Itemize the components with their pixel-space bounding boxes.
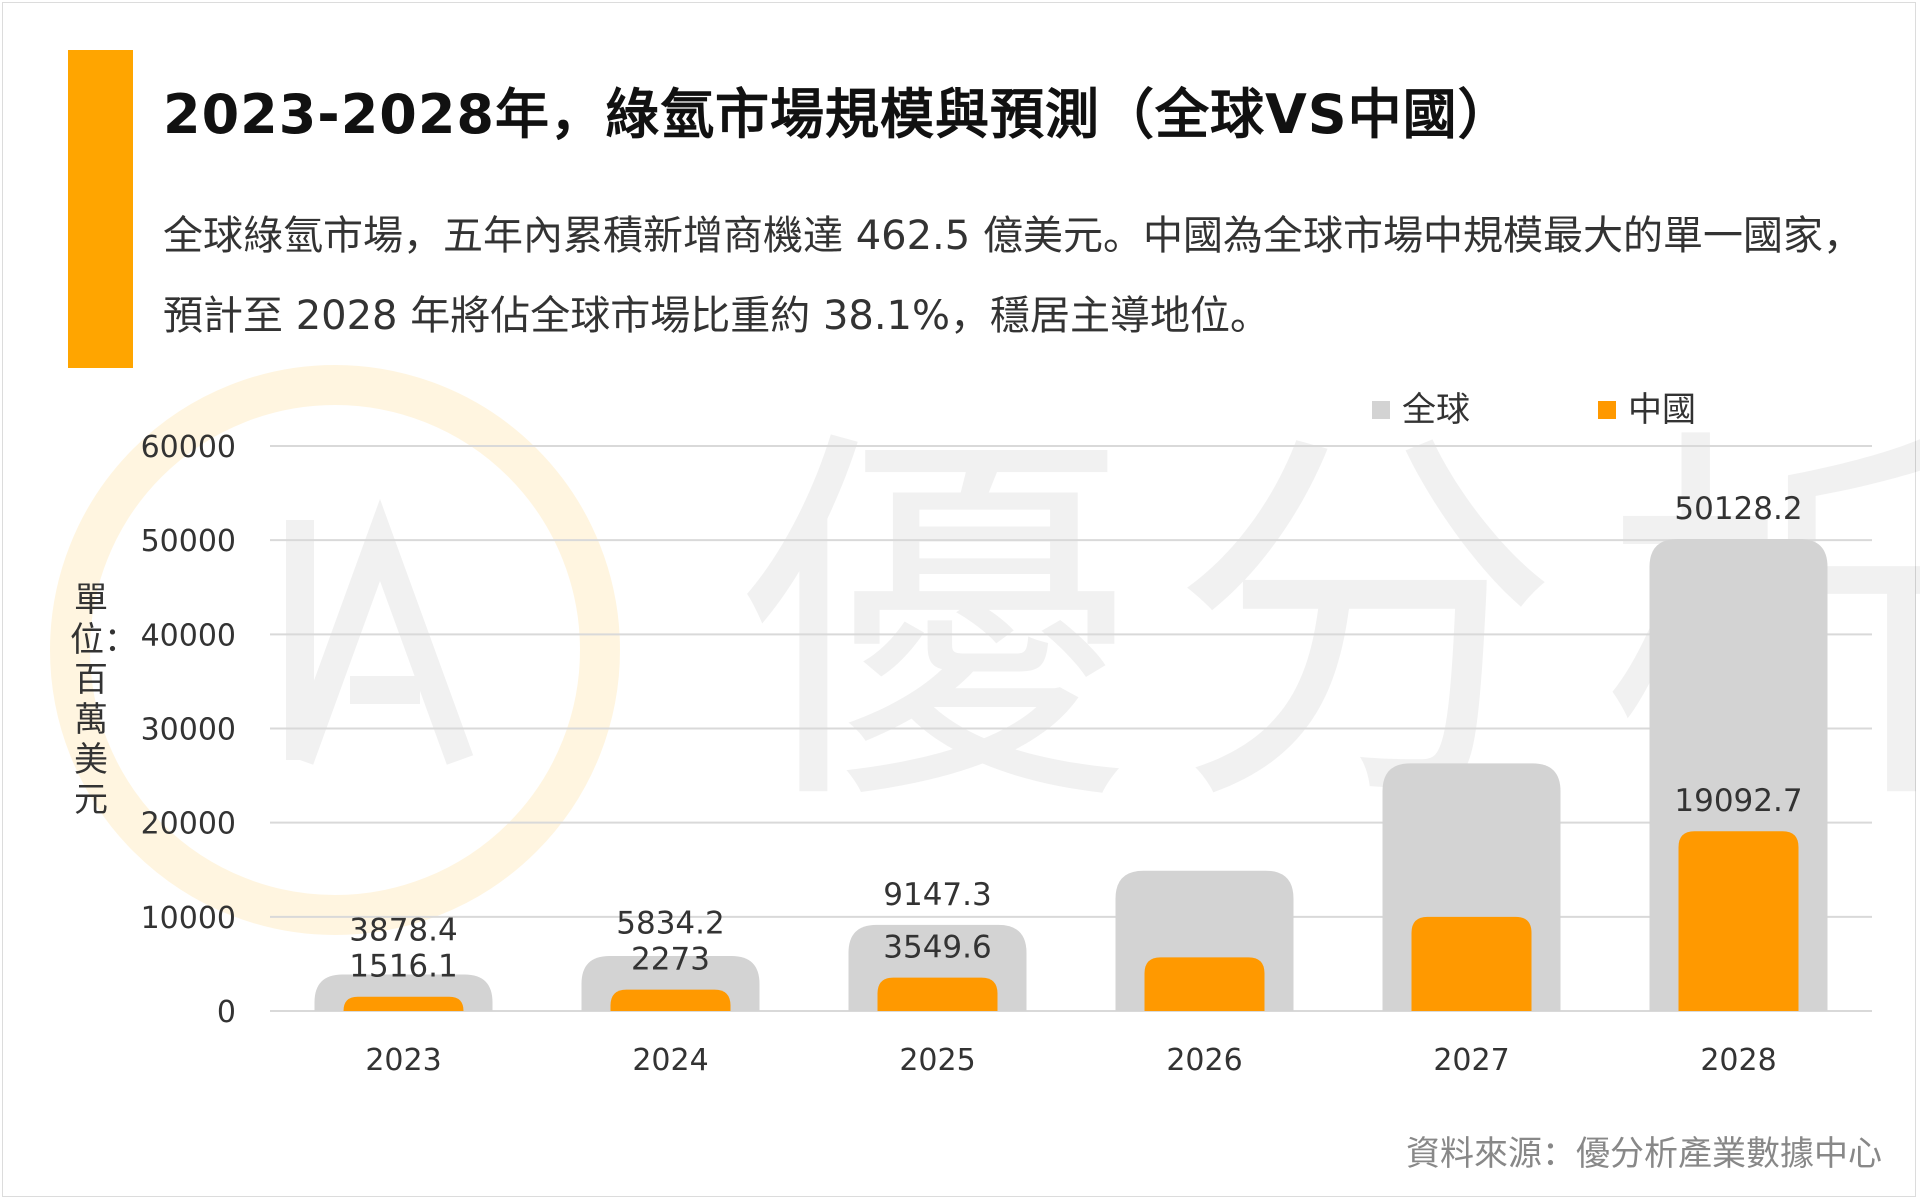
bar-china — [343, 996, 464, 1011]
data-label-global: 3878.4 — [349, 913, 457, 949]
title-accent-bar — [68, 50, 133, 368]
data-label-global: 5834.2 — [616, 906, 724, 942]
source-note: 資料來源：優分析產業數據中心 — [1406, 1134, 1882, 1174]
x-tick-label: 2024 — [632, 1043, 708, 1078]
legend-label-china: 中國 — [1628, 390, 1696, 430]
chart-title: 2023-2028年，綠氫市場規模與預測（全球VS中國） — [163, 83, 1513, 146]
x-tick-label: 2027 — [1433, 1043, 1509, 1078]
y-tick-label: 10000 — [141, 901, 236, 936]
bar-china — [1411, 916, 1532, 1011]
x-tick-label: 2025 — [899, 1043, 975, 1078]
y-tick-label: 0 — [217, 995, 236, 1030]
x-tick-label: 2028 — [1700, 1043, 1776, 1078]
data-label-china: 19092.7 — [1674, 783, 1802, 819]
data-label-global: 50128.2 — [1674, 491, 1802, 527]
x-tick-label: 2023 — [365, 1043, 441, 1078]
y-tick-label: 60000 — [141, 430, 236, 465]
bar-china — [1678, 831, 1799, 1011]
bar-china — [610, 989, 731, 1011]
bar-china — [1144, 957, 1265, 1011]
data-label-china: 1516.1 — [349, 949, 457, 985]
x-tick-label: 2026 — [1166, 1043, 1242, 1078]
chart-subtitle: 全球綠氫市場，五年內累積新增商機達 462.5 億美元。中國為全球市場中規模最大… — [163, 213, 1863, 339]
data-label-china: 3549.6 — [883, 930, 991, 966]
legend-swatch-global — [1372, 401, 1390, 419]
y-tick-label: 50000 — [141, 524, 236, 559]
legend-swatch-china — [1598, 401, 1616, 419]
legend-label-global: 全球 — [1402, 390, 1470, 430]
y-tick-label: 30000 — [141, 713, 236, 748]
data-label-china: 2273 — [631, 942, 710, 978]
data-label-global: 9147.3 — [883, 877, 991, 913]
y-tick-label: 40000 — [141, 618, 236, 653]
bar-china — [877, 977, 998, 1011]
y-tick-label: 20000 — [141, 807, 236, 842]
